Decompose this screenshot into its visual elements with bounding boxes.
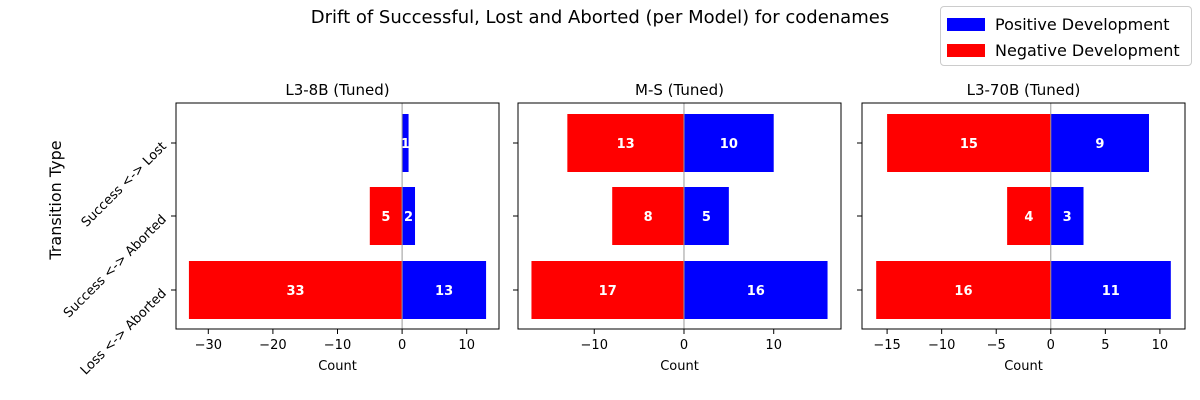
x-tick-label: −10 [324, 338, 351, 353]
negative-bar [876, 261, 1051, 319]
legend: Positive Development Negative Developmen… [940, 6, 1192, 66]
panel-2: L3-70B (Tuned) 9 3 11 15 4 16 −15 −10 −5 0 5 10 Count [857, 81, 1186, 374]
x-tick-label: −30 [195, 338, 222, 353]
bar-value-label: 15 [960, 137, 978, 152]
panel-title: L3-70B (Tuned) [967, 81, 1081, 99]
legend-label-positive: Positive Development [995, 14, 1170, 34]
x-tick-label: 10 [765, 338, 782, 353]
chart-title: Drift of Successful, Lost and Aborted (p… [311, 7, 889, 28]
x-tick-label: −5 [987, 338, 1006, 353]
bar-value-label: 16 [954, 284, 972, 299]
panel-1: M-S (Tuned) 10 5 16 13 8 17 −10 0 10 Count [513, 81, 842, 374]
y-axis-label: Transition Type [46, 140, 65, 260]
positive-bar [1050, 187, 1084, 245]
bar-value-label: 5 [381, 210, 390, 225]
positive-bar [683, 114, 774, 172]
panel-title: L3-8B (Tuned) [285, 81, 389, 99]
x-axis-label: Count [660, 359, 699, 374]
negative-bar [1007, 187, 1051, 245]
bar-value-label: 2 [404, 210, 413, 225]
x-tick-label: 0 [1047, 338, 1055, 353]
x-tick-label: 0 [398, 338, 406, 353]
x-tick-label: 10 [458, 338, 475, 353]
positive-bar [1050, 261, 1171, 319]
legend-swatch-positive [947, 17, 985, 31]
legend-item-negative: Negative Development [947, 40, 1180, 60]
bar-value-label: 13 [617, 137, 635, 152]
legend-swatch-negative [947, 43, 985, 57]
bar-value-label: 17 [599, 284, 617, 299]
x-tick-label: −10 [581, 338, 608, 353]
bar-value-label: 13 [435, 284, 453, 299]
negative-bar [567, 114, 684, 172]
panel-title: M-S (Tuned) [635, 81, 724, 99]
positive-bar [402, 114, 409, 172]
negative-bar [887, 114, 1051, 172]
x-tick-label: 0 [680, 338, 688, 353]
positive-bar [402, 261, 487, 319]
bar-value-label: 9 [1095, 137, 1104, 152]
x-tick-label: −15 [873, 338, 900, 353]
negative-bar [369, 187, 403, 245]
bar-value-label: 16 [747, 284, 765, 299]
legend-label-negative: Negative Development [995, 40, 1180, 60]
bar-value-label: 1 [401, 137, 410, 152]
bar-value-label: 8 [644, 210, 653, 225]
negative-bar [531, 261, 684, 319]
x-tick-label: 5 [1101, 338, 1109, 353]
x-axis-label: Count [318, 359, 357, 374]
positive-bar [683, 187, 729, 245]
positive-bar [1050, 114, 1149, 172]
bar-value-label: 4 [1024, 210, 1033, 225]
bar-value-label: 3 [1063, 210, 1072, 225]
bar-value-label: 33 [286, 284, 304, 299]
x-axis-label: Count [1004, 359, 1043, 374]
negative-bar [188, 261, 403, 319]
x-tick-label: 10 [1152, 338, 1169, 353]
positive-bar [683, 261, 828, 319]
legend-item-positive: Positive Development [947, 14, 1169, 34]
x-tick-label: −10 [928, 338, 955, 353]
bar-value-label: 5 [702, 210, 711, 225]
bar-value-label: 11 [1102, 284, 1120, 299]
positive-bar [402, 187, 416, 245]
negative-bar [612, 187, 684, 245]
bar-value-label: 10 [720, 137, 738, 152]
x-tick-label: −20 [259, 338, 286, 353]
